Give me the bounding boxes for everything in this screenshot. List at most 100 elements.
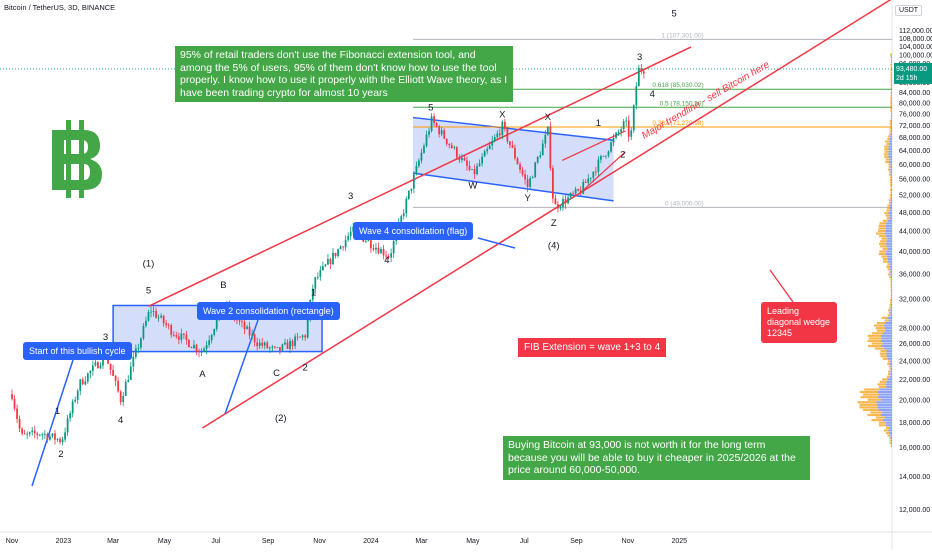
volume-bar-buy — [880, 245, 887, 247]
candle-body — [39, 435, 41, 436]
price-tick-label: 28,000.00 — [899, 325, 930, 332]
volume-bar-buy — [888, 163, 890, 165]
candle-body — [630, 130, 632, 136]
volume-bar-sell — [891, 437, 892, 439]
wave-label: 4 — [118, 415, 123, 426]
volume-bar-sell — [886, 253, 892, 255]
volume-bar-buy — [888, 204, 890, 206]
candle-body — [620, 129, 622, 132]
volume-bar-buy — [884, 153, 889, 155]
price-tick-label: 48,000.00 — [899, 210, 930, 217]
candle-body — [294, 337, 296, 346]
volume-bar-buy — [889, 312, 891, 314]
volume-bar-buy — [891, 59, 892, 61]
volume-bar-buy — [878, 230, 886, 232]
candle-body — [509, 141, 511, 145]
wave-label: 3 — [348, 191, 353, 202]
volume-bar-buy — [889, 276, 891, 278]
candle-body — [375, 248, 377, 250]
candle-body — [297, 337, 299, 338]
volume-bar-sell — [881, 399, 892, 401]
volume-bar-sell — [891, 289, 892, 291]
volume-bar-buy — [876, 327, 885, 329]
candle-body — [178, 337, 180, 340]
candle-body — [428, 131, 430, 135]
volume-bar-buy — [890, 299, 891, 301]
volume-bar-sell — [891, 77, 892, 79]
volume-bar-sell — [884, 348, 892, 350]
candle-body — [567, 197, 569, 203]
volume-bar-sell — [888, 248, 892, 250]
chart-title: Bitcoin / TetherUS, 3D, BINANCE — [4, 3, 115, 12]
volume-bar-buy — [890, 54, 891, 56]
candle-body — [216, 319, 218, 329]
volume-bar-sell — [877, 404, 892, 406]
candle-body — [117, 381, 119, 392]
volume-bar-buy — [885, 319, 889, 321]
candle-body — [370, 240, 372, 248]
price-tick-label: 108,000.00 — [899, 36, 932, 43]
wave-label: X — [499, 110, 506, 121]
volume-bar-sell — [891, 115, 892, 117]
candle-body — [597, 160, 599, 172]
volume-bar-sell — [876, 401, 892, 403]
volume-bar-buy — [886, 215, 889, 217]
volume-bar-sell — [891, 278, 892, 280]
currency-button[interactable]: USDT — [895, 5, 922, 16]
candle-body — [342, 246, 344, 247]
candle-body — [196, 345, 198, 351]
volume-bar-sell — [881, 414, 892, 416]
candle-body — [345, 240, 347, 248]
candle-body — [52, 433, 54, 436]
volume-bar-sell — [886, 225, 892, 227]
leading-diagonal-label: Leading diagonal wedge 12345 — [761, 302, 837, 343]
volume-bar-buy — [876, 417, 885, 419]
candle-body — [332, 253, 334, 264]
volume-bar-buy — [884, 151, 888, 153]
candle-body — [438, 126, 440, 134]
volume-bar-buy — [890, 284, 891, 286]
volume-bar-sell — [891, 87, 892, 89]
volume-bar-buy — [890, 302, 891, 304]
price-tick-label: 64,000.00 — [899, 148, 930, 155]
volume-bar-buy — [886, 143, 889, 145]
volume-bar-buy — [889, 271, 891, 273]
price-tick-label: 12,000.00 — [899, 507, 930, 514]
candle-body — [137, 348, 139, 349]
candle-body — [16, 409, 18, 419]
volume-bar-sell — [888, 378, 892, 380]
volume-bar-buy — [891, 92, 892, 94]
candle-body — [72, 401, 74, 413]
volume-bar-buy — [888, 360, 890, 362]
candle-body — [410, 189, 412, 191]
time-tick-label: Mar — [107, 538, 120, 545]
volume-bar-buy — [891, 192, 892, 194]
volume-bar-buy — [871, 419, 882, 421]
price-tick-label: 24,000.00 — [899, 358, 930, 365]
volume-bar-sell — [890, 309, 892, 311]
wave-label: (4) — [548, 241, 560, 252]
candle-body — [57, 439, 59, 440]
volume-bar-sell — [886, 424, 892, 426]
candle-body — [557, 204, 559, 208]
volume-bar-buy — [879, 243, 886, 245]
candle-body — [587, 178, 589, 182]
volume-bar-sell — [890, 138, 892, 140]
time-tick-label: Sep — [570, 538, 583, 545]
volume-bar-buy — [891, 87, 892, 89]
volume-bar-buy — [883, 220, 888, 222]
volume-bar-sell — [891, 291, 892, 293]
candle-body — [547, 127, 549, 135]
candle-body — [302, 335, 304, 337]
volume-bar-buy — [888, 273, 890, 275]
volume-bar-sell — [889, 158, 892, 160]
volume-bar-buy — [884, 146, 888, 148]
candle-body — [552, 168, 554, 198]
candle-body — [519, 164, 521, 170]
wave-label: 2 — [58, 449, 63, 460]
volume-bar-sell — [891, 189, 892, 191]
candle-body — [524, 174, 526, 179]
candle-body — [165, 323, 167, 325]
candle-body — [335, 253, 337, 256]
candle-body — [282, 344, 284, 350]
